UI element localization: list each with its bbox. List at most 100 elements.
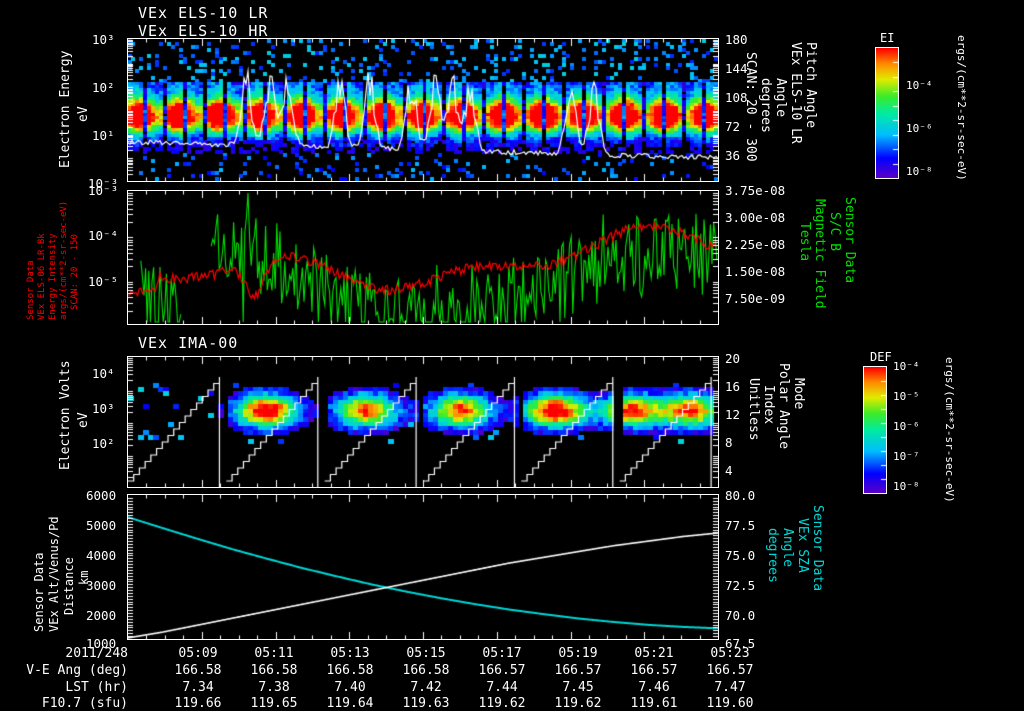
panel1-right-label-scan: SCAN: 20 - 300	[743, 52, 758, 162]
panel4-rtick-3: 72.5	[725, 578, 756, 593]
footer-cell-r1-c5: 166.57	[554, 663, 602, 678]
panel3-ytick-0: 10⁴	[92, 366, 115, 381]
panel4-right-label-sza: VEx SZA	[795, 518, 810, 573]
lines-canvas-4	[128, 495, 718, 639]
panel-altitude-sza[interactable]	[127, 494, 719, 640]
footer-cell-r0-c6: 05:21	[634, 646, 674, 661]
panel1-title-lr: VEx ELS-10 LR	[138, 4, 269, 22]
footer-cell-r0-c2: 05:13	[330, 646, 370, 661]
panel1-rtick-0: 180	[725, 32, 748, 47]
panel4-ytick-3: 3000	[86, 578, 117, 593]
panel2-left-label-units: args/(cm**2-sr-sec-eV)	[59, 200, 69, 320]
panel3-right-label-index: Index	[761, 385, 776, 425]
panel4-right-label-angle: Angle	[780, 528, 795, 568]
panel2-ytick-1: 10⁻⁴	[88, 228, 119, 243]
footer-cell-r0-c0: 05:09	[178, 646, 218, 661]
panel2-right-label-sensor: Sensor Data	[842, 197, 857, 284]
panel4-rtick-2: 75.0	[725, 548, 756, 563]
footer-cell-r2-c6: 7.46	[638, 680, 670, 695]
panel2-ytick-2: 10⁻⁵	[88, 274, 119, 289]
panel1-ytick-1: 10²	[92, 80, 115, 95]
panel4-ytick-0: 6000	[86, 488, 117, 503]
panel4-rtick-0: 80.0	[725, 488, 756, 503]
footer-cell-r3-c6: 119.61	[630, 696, 678, 711]
footer-cell-r1-c1: 166.58	[250, 663, 298, 678]
footer-cell-r1-c7: 166.57	[706, 663, 754, 678]
panel2-rtick-4: 7.50e-09	[725, 291, 786, 306]
panel3-right-label-unitless: Unitless	[746, 378, 761, 441]
footer-cell-r3-c5: 119.62	[554, 696, 602, 711]
panel1-title-hr: VEx ELS-10 HR	[138, 22, 269, 40]
footer-cell-r3-c0: 119.66	[174, 696, 222, 711]
footer-cell-r0-c4: 05:17	[482, 646, 522, 661]
panel4-ytick-2: 4000	[86, 548, 117, 563]
panel2-ytick-0: 10⁻³	[88, 183, 119, 198]
footer-cell-r2-c1: 7.38	[258, 680, 290, 695]
footer-cell-r1-c4: 166.57	[478, 663, 526, 678]
colorbar1-gradient	[875, 47, 899, 179]
panel4-left-label-sensor: Sensor Data	[32, 552, 46, 632]
panel4-rtick-5: 67.5	[725, 636, 756, 651]
panel1-rtick-4: 36	[725, 148, 741, 163]
panel-electron-energy-spectrogram[interactable]	[127, 38, 719, 182]
colorbar3-tick-3: 10⁻⁷	[893, 450, 920, 463]
panel1-ytick-0: 10³	[92, 32, 115, 47]
panel3-ytick-1: 10³	[92, 401, 115, 416]
panel1-yunit: eV	[76, 106, 91, 122]
colorbar1-tick-0: 10⁻⁴	[906, 79, 933, 92]
footer-cell-r2-c2: 7.40	[334, 680, 366, 695]
panel3-rtick-3: 8	[725, 435, 733, 450]
traces-canvas-2	[128, 191, 718, 324]
panel4-left-label-alt: VEx Alt/Venus/Pd	[47, 516, 61, 632]
panel1-rtick-2: 108	[725, 90, 748, 105]
colorbar3-gradient	[863, 366, 887, 494]
panel2-rtick-1: 3.00e-08	[725, 210, 786, 225]
panel-ima-spectrogram[interactable]	[127, 356, 719, 488]
panel4-right-label-degrees: degrees	[765, 528, 780, 583]
colorbar3-tick-1: 10⁻⁵	[893, 390, 920, 403]
panel3-right-label-polar-angle: Polar Angle	[776, 363, 791, 450]
panel2-left-label-instrument: VEx ELS-06 LR-Bk	[37, 233, 47, 320]
panel1-ytick-3: 10⁻³	[88, 176, 119, 191]
panel3-right-label-mode: Mode	[791, 378, 806, 410]
colorbar1-tick-2: 10⁻⁸	[906, 165, 933, 178]
panel1-ylabel: Electron Energy	[58, 50, 73, 168]
panel3-rtick-4: 4	[725, 463, 733, 478]
footer-row-label-1: V-E Ang (deg)	[26, 663, 128, 678]
panel4-ytick-1: 5000	[86, 518, 117, 533]
panel2-right-label-tesla: Tesla	[797, 222, 812, 262]
panel2-rtick-0: 3.75e-08	[725, 183, 786, 198]
panel4-left-label-distance: Distance	[62, 557, 76, 615]
footer-cell-r0-c1: 05:11	[254, 646, 294, 661]
footer-cell-r2-c5: 7.45	[562, 680, 594, 695]
footer-cell-r0-c5: 05:19	[558, 646, 598, 661]
panel3-ylabel: Electron Volts	[58, 360, 73, 470]
footer-cell-r2-c3: 7.42	[410, 680, 442, 695]
panel-energy-intensity-magfield[interactable]	[127, 190, 719, 325]
colorbar3-tick-2: 10⁻⁶	[893, 420, 920, 433]
spectrogram-canvas-3	[128, 357, 718, 487]
panel3-rtick-2: 12	[725, 407, 741, 422]
footer-cell-r3-c3: 119.63	[402, 696, 450, 711]
footer-row-label-0: 2011/248	[65, 646, 128, 661]
footer-cell-r3-c7: 119.60	[706, 696, 754, 711]
panel2-right-label-sc: S/C B	[827, 212, 842, 252]
colorbar1-tick-1: 10⁻⁶	[906, 122, 933, 135]
footer-cell-r0-c7: 05:23	[710, 646, 750, 661]
panel1-right-label-degrees: degrees	[758, 78, 773, 133]
footer-cell-r1-c3: 166.58	[402, 663, 450, 678]
panel4-ytick-5: 1000	[86, 636, 117, 651]
panel3-rtick-0: 20	[725, 351, 741, 366]
panel1-right-label-pitch-angle: Pitch Angle	[803, 42, 818, 129]
panel4-right-label-sensor: Sensor Data	[810, 505, 825, 592]
footer-cell-r2-c4: 7.44	[486, 680, 518, 695]
panel1-right-label-angle: Angle	[773, 78, 788, 118]
footer-cell-r2-c0: 7.34	[182, 680, 214, 695]
footer-row-label-3: F10.7 (sfu)	[41, 696, 128, 711]
panel2-rtick-2: 2.25e-08	[725, 237, 786, 252]
panel1-rtick-1: 144	[725, 61, 748, 76]
footer-row-label-2: LST (hr)	[65, 680, 128, 695]
panel1-rtick-3: 72	[725, 119, 741, 134]
panel2-rtick-3: 1.50e-08	[725, 264, 786, 279]
panel1-ytick-2: 10¹	[92, 128, 115, 143]
